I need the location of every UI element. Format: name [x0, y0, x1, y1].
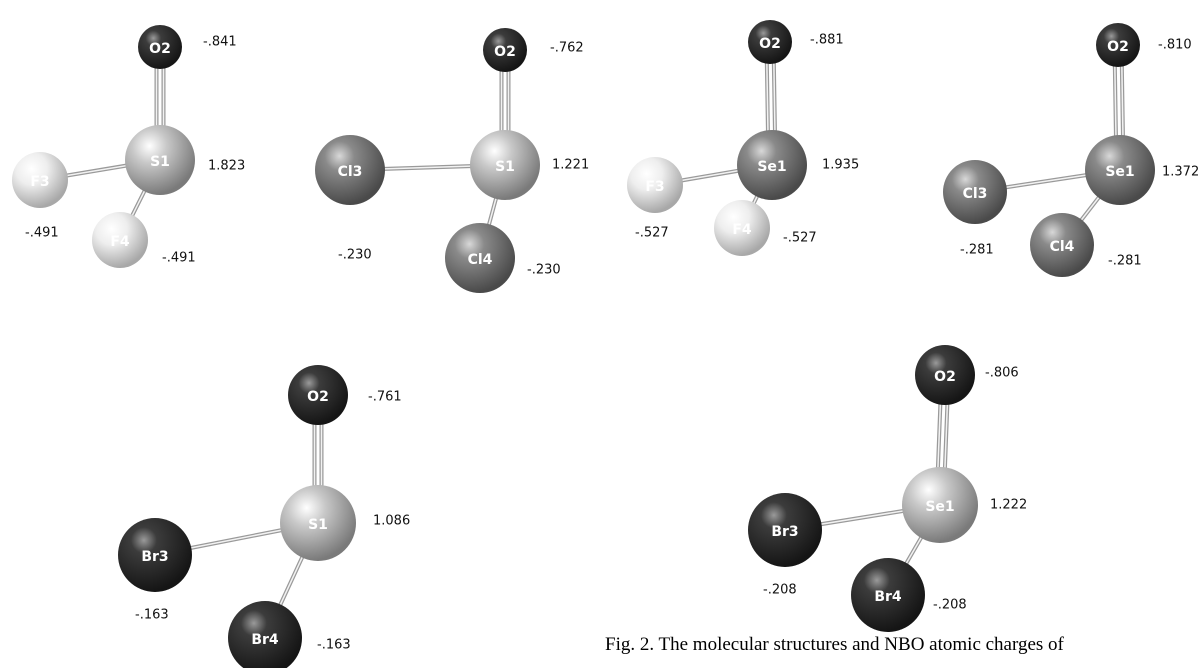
atom-charge: -.230	[338, 248, 372, 263]
atom-charge: -.761	[368, 390, 402, 405]
molecule: O2 -.762 S1 1.221 Cl3 -.230 Cl4 -.230	[315, 28, 589, 293]
caption: Fig. 2. The molecular structures and NBO…	[605, 634, 1065, 655]
atom-label: Br4	[874, 589, 902, 605]
atom-label: F3	[30, 174, 49, 190]
atom-label: Cl4	[1050, 239, 1075, 255]
figure: Fig. 2. The molecular structures and NBO…	[0, 0, 1201, 668]
atom-label: Se1	[925, 499, 954, 515]
atom-charge: -.527	[635, 226, 669, 241]
atom-charge: -.527	[783, 231, 817, 246]
molecule: O2 -.841 S1 1.823 F3 -.491 F4 -.491	[12, 25, 245, 268]
atom-label: O2	[759, 36, 781, 52]
atom-charge: -.230	[527, 263, 561, 278]
atom-label: S1	[495, 159, 515, 175]
atom-label: Br3	[771, 524, 798, 540]
atom-charge: 1.823	[208, 159, 245, 174]
atom-label: Se1	[757, 159, 786, 175]
molecule: O2 -.806 Se1 1.222 Br3 -.208 Br4 -.208	[748, 345, 1027, 632]
atom-charge: -.491	[162, 251, 196, 266]
atom-charge: -.281	[1108, 254, 1142, 269]
atom-charge: -.163	[135, 608, 169, 623]
atom-charge: -.881	[810, 33, 844, 48]
atom-label: O2	[307, 389, 329, 405]
atom-label: F3	[645, 179, 664, 195]
atom-label: O2	[934, 369, 956, 385]
atom-label: O2	[149, 41, 171, 57]
atom-charge: 1.086	[373, 514, 410, 529]
atom-label: F4	[110, 234, 130, 250]
atom-charge: -.163	[317, 638, 351, 653]
atom-label: Cl4	[468, 252, 493, 268]
molecule: O2 -.761 S1 1.086 Br3 -.163 Br4 -.163	[118, 365, 410, 668]
atom-charge: -.491	[25, 226, 59, 241]
atom-charge: -.208	[763, 583, 797, 598]
molecule: O2 -.881 Se1 1.935 F3 -.527 F4 -.527	[627, 20, 859, 256]
atom-charge: -.208	[933, 598, 967, 613]
atom-charge: 1.222	[990, 498, 1027, 513]
atom-charge: -.281	[960, 243, 994, 258]
atom-charge: 1.935	[822, 158, 859, 173]
atom-charge: -.810	[1158, 38, 1192, 53]
atom-label: Br4	[251, 632, 279, 648]
atom-label: S1	[150, 154, 170, 170]
atom-charge: -.806	[985, 366, 1019, 381]
molecule: O2 -.810 Se1 1.372 Cl3 -.281 Cl4 -.281	[943, 23, 1199, 277]
atom-label: Cl3	[338, 164, 363, 180]
atom-charge: 1.372	[1162, 165, 1199, 180]
atom-label: Br3	[141, 549, 168, 565]
atom-charge: -.841	[203, 35, 237, 50]
atom-label: F4	[732, 222, 752, 238]
atom-label: O2	[494, 44, 516, 60]
atom-charge: -.762	[550, 41, 584, 56]
atom-label: Cl3	[963, 186, 988, 202]
atom-label: S1	[308, 517, 328, 533]
atom-charge: 1.221	[552, 158, 589, 173]
atom-label: O2	[1107, 39, 1129, 55]
atom-label: Se1	[1105, 164, 1134, 180]
